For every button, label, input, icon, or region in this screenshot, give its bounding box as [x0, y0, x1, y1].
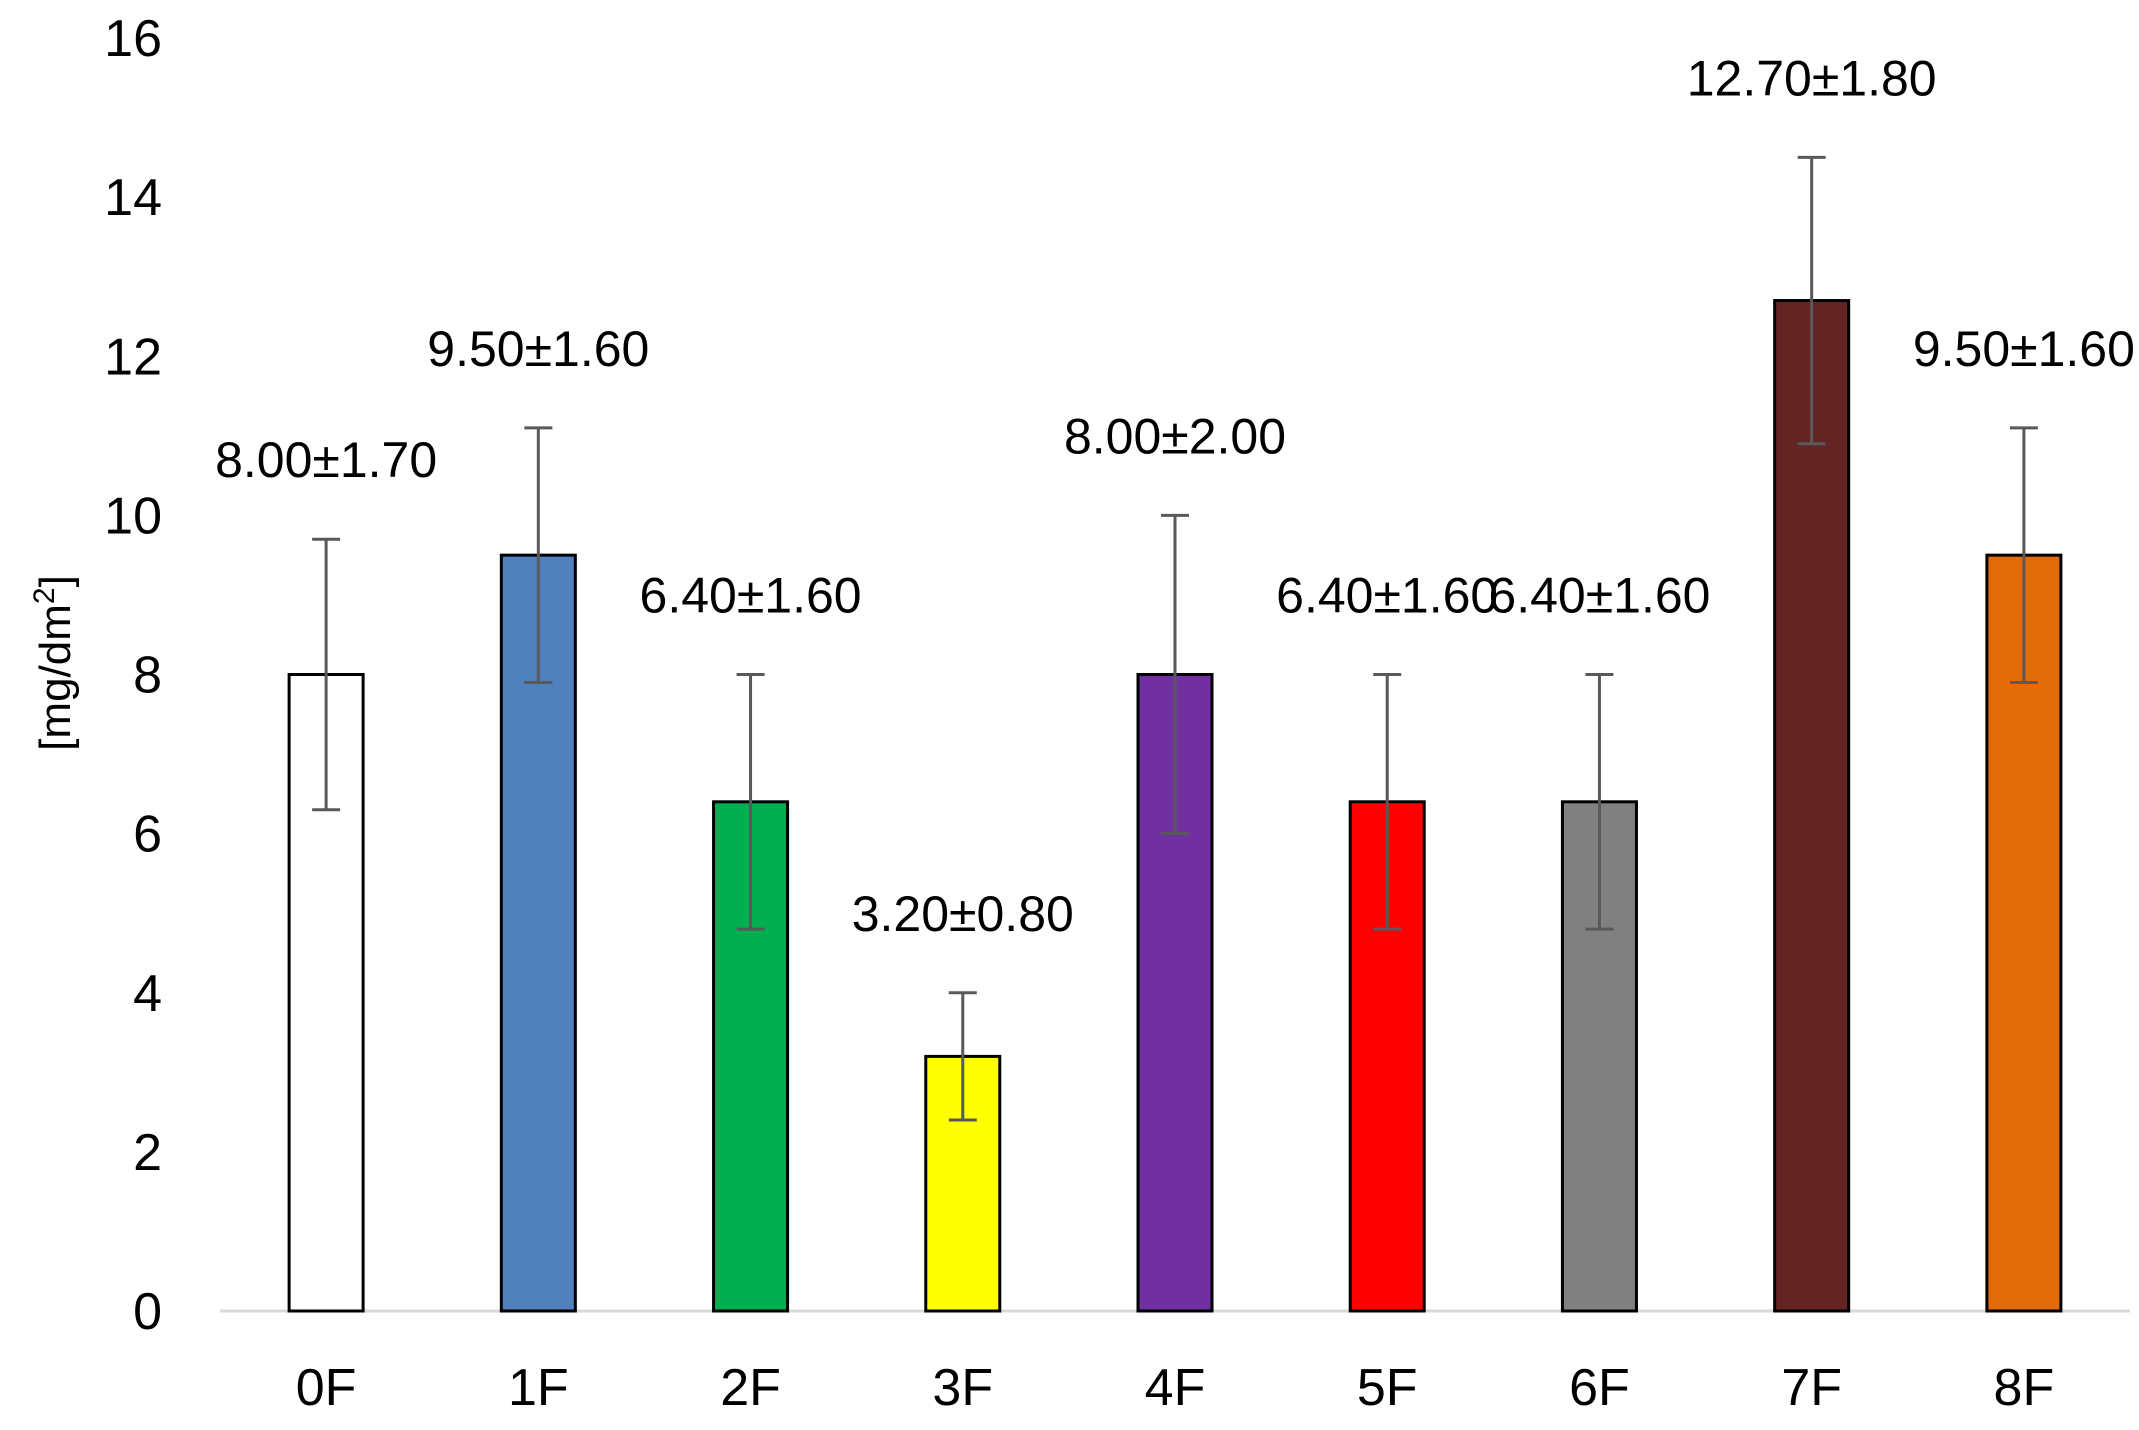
y-tick-label: 16 — [104, 10, 162, 68]
data-label: 9.50±1.60 — [1913, 321, 2135, 377]
y-tick-label: 8 — [133, 647, 162, 705]
x-tick-label: 6F — [1569, 1359, 1630, 1417]
x-tick-label: 0F — [296, 1359, 357, 1417]
y-tick-label: 0 — [133, 1283, 162, 1341]
y-tick-label: 14 — [104, 169, 162, 227]
data-label: 8.00±2.00 — [1064, 408, 1286, 464]
x-tick-label: 5F — [1357, 1359, 1418, 1417]
data-label: 6.40±1.60 — [1276, 568, 1498, 624]
x-axis-ticks: 0F 1F 2F 3F 4F 5F 6F 7F 8F — [296, 1359, 2054, 1417]
x-tick-label: 3F — [932, 1359, 993, 1417]
y-tick-label: 10 — [104, 487, 162, 545]
data-labels-group: 8.00±1.70 9.50±1.60 6.40±1.60 3.20±0.80 8.00… — [215, 50, 2135, 941]
data-label: 6.40±1.60 — [1488, 568, 1710, 624]
bars-group — [287, 299, 2063, 1313]
y-axis-ticks: 0 2 4 6 8 10 12 14 16 — [104, 10, 162, 1341]
y-tick-label: 12 — [104, 328, 162, 386]
y-axis-label: [mg/dm2] — [28, 575, 81, 751]
data-label: 12.70±1.80 — [1687, 50, 1937, 106]
x-tick-label: 8F — [1994, 1359, 2055, 1417]
bar — [1773, 299, 1851, 1313]
y-tick-label: 2 — [133, 1124, 162, 1182]
data-label: 3.20±0.80 — [852, 886, 1074, 942]
x-tick-label: 7F — [1781, 1359, 1842, 1417]
data-label: 9.50±1.60 — [427, 321, 649, 377]
x-tick-label: 4F — [1145, 1359, 1206, 1417]
x-tick-label: 2F — [720, 1359, 781, 1417]
x-tick-label: 1F — [508, 1359, 569, 1417]
y-tick-label: 4 — [133, 965, 162, 1023]
y-tick-label: 6 — [133, 806, 162, 864]
data-label: 8.00±1.70 — [215, 432, 437, 488]
error-bars-group — [312, 155, 2038, 1122]
bar — [924, 1054, 1002, 1313]
data-label: 6.40±1.60 — [640, 568, 862, 624]
